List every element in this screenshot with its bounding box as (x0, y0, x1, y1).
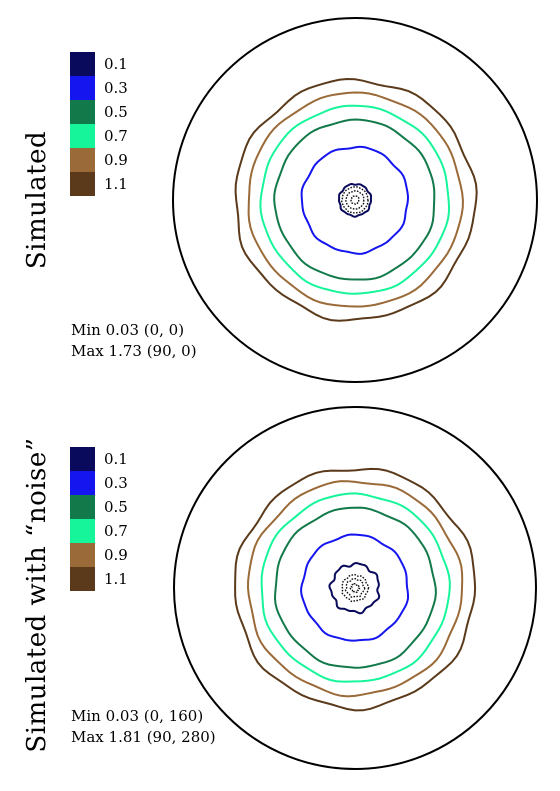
legend-label: 0.3 (104, 474, 128, 492)
contour-level-0-9 (247, 91, 464, 308)
contour-level-0-1 (338, 182, 373, 218)
legend-swatch (70, 567, 95, 591)
legend-swatch (70, 52, 95, 76)
contour-below-min-level (350, 195, 360, 206)
min-stat: Min 0.03 (0, 0) (71, 321, 185, 339)
legend-label: 0.5 (104, 103, 128, 121)
legend-label: 0.7 (104, 127, 128, 145)
legend-label: 0.5 (104, 498, 128, 516)
pole-figure-boundary (173, 406, 537, 770)
legend-label: 0.1 (104, 450, 128, 468)
contour-level-0-7 (260, 492, 451, 683)
contour-level-0-3 (300, 533, 409, 642)
contour-level-0-7 (259, 104, 451, 295)
contour-below-min-level (349, 583, 361, 594)
contour-level-1-1 (234, 77, 478, 322)
contour-level-0-1 (328, 561, 381, 615)
chart-panel-simulated: Simulated 0.1 0.3 0.5 0.7 0.9 1.1 Min 0.… (0, 0, 560, 395)
legend-swatch (70, 124, 95, 148)
contour-level-1-1 (234, 467, 477, 712)
legend-label: 1.1 (104, 570, 128, 588)
legend-swatch (70, 447, 95, 471)
contour-level-0-5 (273, 118, 436, 281)
contour-level-0-3 (300, 145, 410, 255)
polar-plot (173, 406, 537, 770)
legend-label: 0.7 (104, 522, 128, 540)
legend-swatch (70, 519, 95, 543)
pole-figure-boundary (172, 17, 538, 383)
contour-level-0-5 (273, 506, 437, 669)
contour-level-0-9 (246, 480, 464, 698)
legend-swatch (70, 76, 95, 100)
min-stat: Min 0.03 (0, 160) (71, 707, 204, 725)
legend-label: 0.9 (104, 546, 128, 564)
legend-swatch (70, 148, 95, 172)
legend-label: 0.9 (104, 151, 128, 169)
contour-below-min-level (344, 577, 366, 598)
legend-swatch (70, 100, 95, 124)
legend-swatch (70, 543, 95, 567)
contour-below-min-level (344, 190, 365, 210)
legend-swatch (70, 495, 95, 519)
polar-plot (172, 17, 538, 383)
legend-label: 1.1 (104, 175, 128, 193)
max-stat: Max 1.73 (90, 0) (71, 342, 197, 360)
legend-swatch (70, 471, 95, 495)
max-stat: Max 1.81 (90, 280) (71, 728, 216, 746)
chart-panel-simulated-noise: Simulated with “noise” 0.1 0.3 0.5 0.7 0… (0, 395, 560, 791)
contour-below-min-level (341, 573, 370, 603)
legend-label: 0.1 (104, 55, 128, 73)
stats-block: Min 0.03 (0, 160) Max 1.81 (90, 280) (71, 706, 216, 748)
stats-block: Min 0.03 (0, 0) Max 1.73 (90, 0) (71, 320, 197, 362)
legend-swatch (70, 172, 95, 196)
legend-label: 0.3 (104, 79, 128, 97)
